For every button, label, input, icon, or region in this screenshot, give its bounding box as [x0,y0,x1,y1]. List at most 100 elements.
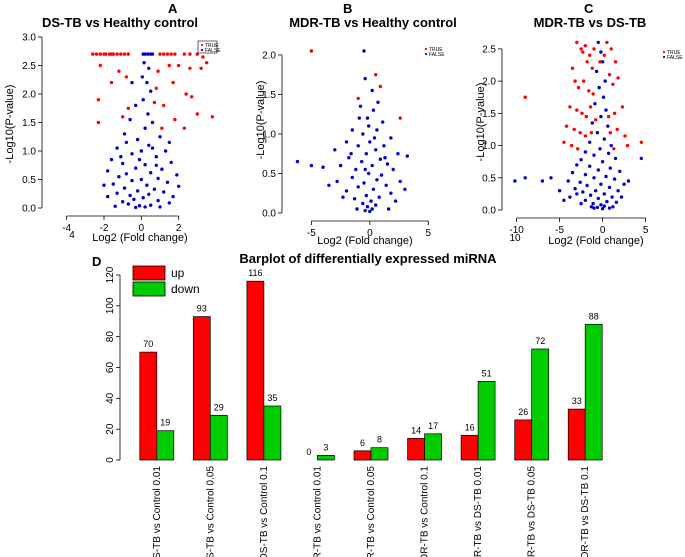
panel-a-point-true [158,52,162,56]
panel-a-point-true [188,66,192,71]
panel-a-point-true [182,52,186,56]
panel-c-point-false [579,158,583,162]
bar-value-label-down: 19 [160,418,170,428]
panel-a-point-true [205,61,209,65]
panel-a-point-false [149,89,153,93]
panel-c-point-false [600,60,605,64]
panel-d-category-label: MDR-TB vs Control 0.1 [420,466,431,557]
panel-a-point-true [156,69,160,73]
legend-up-swatch [132,265,166,281]
panel-a-point-false [141,98,145,102]
legend-down-label: down [171,282,200,296]
panel-b-point-false [369,199,373,203]
panel-a-legend-false-label: FALSE [205,48,221,54]
bar-up [192,316,211,461]
panel-b-point-false [365,116,370,120]
panel-c-point-true [611,82,615,87]
panel-a-ylabel: -Log10(P-value) [4,85,16,164]
bar-up [139,351,158,461]
legend-up-label: up [171,266,185,280]
panel-c-point-true [615,127,619,132]
panel-c-point-false [588,164,592,168]
panel-d-y-tick-label: 120 [105,266,116,283]
panel-c-point-false [585,183,589,188]
panel-b-point-false [377,195,381,199]
bar-value-label-up: 6 [360,438,365,448]
panel-a-y-tick-label: 3.0 [22,33,36,44]
bar-value-label-up: 70 [143,339,153,349]
panel-c-point-false [605,199,609,204]
panel-a-point-false [130,178,134,183]
panel-c-point-false [611,205,615,209]
bar-up [460,434,479,461]
panel-b-point-false [333,148,337,152]
panel-a-point-true [210,115,214,119]
panel-b-point-false [383,156,387,160]
panel-c-point-true [583,134,588,138]
panel-c-y-tick-label: 2.5 [482,44,496,55]
panel-b-point-false [367,171,371,176]
panel-c-point-true [607,73,612,77]
panel-a-point-true [98,63,103,68]
bar-value-label-down: 88 [589,311,599,321]
panel-c-xlabel: Log2 (Fold change) [548,235,643,247]
panel-c-point-false [613,156,618,161]
panel-b-point-true [378,84,383,89]
panel-a-point-true [104,52,108,56]
panel-b-legend-true-marker [424,47,428,51]
panel-a-point-false [119,155,123,159]
panel-d-category-label: MDR-TB vs DS-TB 0.01 [473,466,484,557]
panel-c-point-false [523,176,527,180]
panel-a-point-false [137,157,142,162]
panel-c-point-true [562,140,566,144]
panel-b-point-false [378,157,383,161]
panel-b-point-false [363,208,367,213]
panel-c-point-true [592,47,596,51]
panel-a-point-false [140,75,144,79]
bar-value-label-down: 8 [377,435,382,445]
panel-b-y-tick-label: 0.0 [262,209,276,220]
panel-b-point-false [384,183,388,187]
panel-a: A DS-TB vs Healthy control Log2 (Fold ch… [4,1,221,244]
panel-c-point-false [622,182,626,186]
panel-d-letter: D [92,254,101,269]
panel-a-point-false [143,126,147,130]
panel-a-point-false [135,189,140,193]
panel-a-point-false [115,191,119,195]
bar-down [477,381,496,461]
panel-c-point-true [589,131,594,135]
panel-a-point-true [162,103,166,108]
panel-c-point-true [613,60,618,64]
panel-c-point-true [609,47,613,51]
panel-c-letter: C [584,1,594,16]
panel-c-point-true [616,76,620,80]
panel-c-point-false [604,174,608,179]
panel-b-point-false [352,197,357,201]
panel-a-point-false [152,187,157,191]
panel-a-point-false [134,166,138,170]
panel-b-point-false [374,148,378,152]
panel-d-y-tick-label: 80 [105,331,116,343]
panel-a-point-true [91,52,95,56]
panel-b-point-false [371,108,376,112]
panel-b-point-false [361,201,365,206]
panel-a-point-false [130,80,134,85]
panel-c-point-false [575,163,579,167]
panel-a-point-true [111,52,116,56]
panel-c-point-true [590,66,594,70]
panel-c-point-false [588,193,593,197]
panel-b-legend-false-label: FALSE [429,52,445,58]
panel-c-point-false [599,114,603,119]
panel-a-point-false [149,203,153,207]
panel-c-point-true [569,143,574,148]
panel-a-point-true [98,52,103,56]
panel-b-point-false [379,173,384,177]
panel-b-point-false [362,181,366,185]
panel-b-point-false [374,203,378,207]
panel-a-point-false [126,202,130,206]
panel-d-y-tick-label: 20 [105,423,116,435]
panel-a-point-false [169,160,173,165]
panel-b-ylabel: -Log10(P-value) [255,81,267,160]
panel-c-point-true [605,40,609,45]
panel-c-point-false [594,189,598,193]
